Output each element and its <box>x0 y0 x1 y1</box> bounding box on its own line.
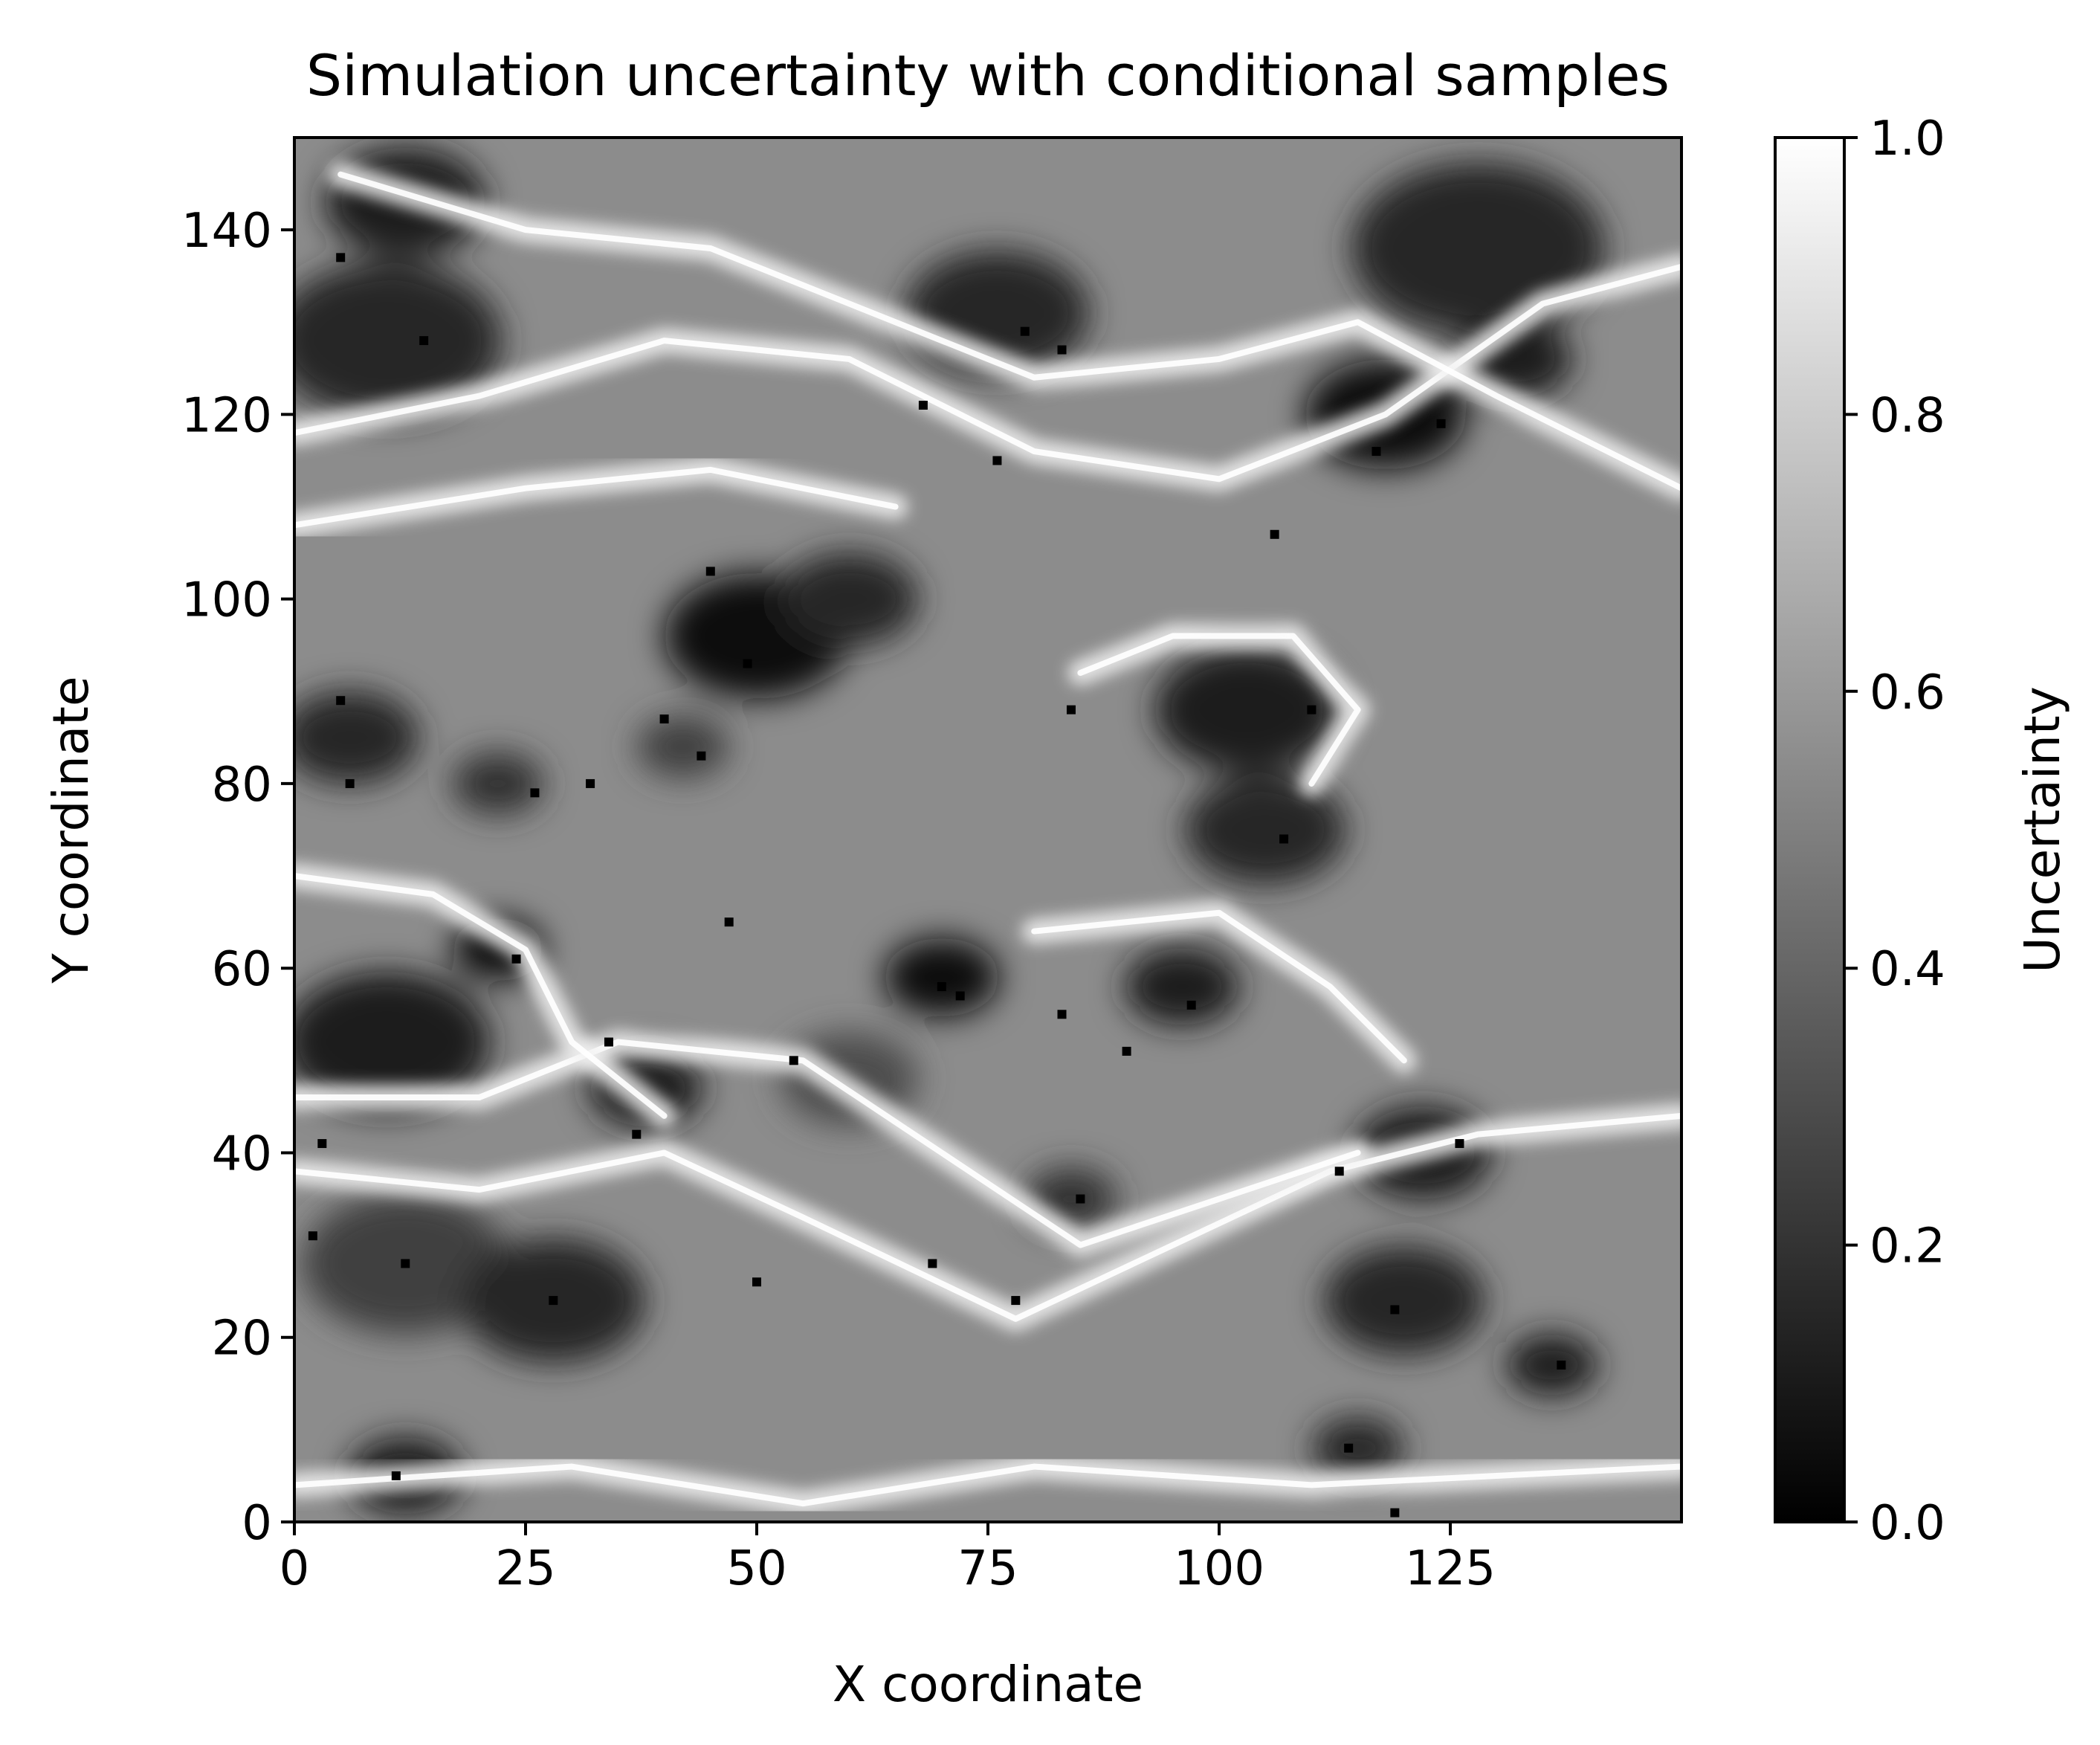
conditional-sample-point <box>1057 1010 1067 1019</box>
y-tick-label: 40 <box>212 1126 272 1181</box>
y-tick-label: 0 <box>242 1496 272 1551</box>
y-tick-label: 140 <box>181 204 272 259</box>
conditional-sample-point <box>511 954 521 964</box>
low-uncertainty-region <box>636 715 729 778</box>
conditional-sample-point <box>1122 1046 1131 1056</box>
x-tick-label: 0 <box>280 1541 310 1596</box>
colorbar <box>1774 136 1846 1523</box>
conditional-sample-point <box>743 659 752 668</box>
y-tick-label: 100 <box>181 573 272 628</box>
conditional-sample-point <box>1186 1000 1196 1010</box>
conditional-sample-point <box>530 788 540 798</box>
conditional-sample-point <box>1455 1139 1464 1149</box>
conditional-sample-point <box>1057 345 1067 355</box>
conditional-sample-point <box>391 1471 401 1480</box>
conditional-sample-point <box>632 1129 642 1139</box>
conditional-sample-point <box>928 1259 937 1268</box>
x-tick-label: 100 <box>1174 1541 1264 1596</box>
conditional-sample-point <box>1390 1508 1400 1517</box>
low-uncertainty-region <box>1505 1333 1599 1397</box>
x-axis-label: X coordinate <box>833 1656 1143 1713</box>
low-uncertainty-region <box>294 690 419 785</box>
conditional-sample-point <box>308 1231 317 1241</box>
colorbar-tick-label: 0.6 <box>1870 665 1945 720</box>
conditional-sample-point <box>789 1056 798 1065</box>
conditional-sample-point <box>1279 834 1289 844</box>
conditional-sample-markers <box>308 253 1566 1517</box>
conditional-sample-point <box>345 778 355 788</box>
conditional-sample-point <box>1066 705 1076 715</box>
colorbar-tick-label: 0.2 <box>1870 1219 1945 1274</box>
conditional-sample-point <box>1436 419 1446 428</box>
conditional-sample-point <box>955 991 965 1001</box>
low-uncertainty-region <box>451 752 544 816</box>
uncertainty-ridge <box>337 171 1681 491</box>
chart-title: Simulation uncertainty with conditional … <box>306 42 1670 109</box>
conditional-sample-point <box>705 567 715 576</box>
conditional-sample-point <box>549 1296 558 1306</box>
conditional-sample-point <box>1557 1360 1566 1370</box>
uncertainty-ridge <box>294 263 1681 483</box>
uncertainty-ridge <box>294 1039 1361 1248</box>
conditional-sample-point <box>1076 1194 1085 1204</box>
conditional-sample-point <box>1390 1305 1400 1315</box>
low-uncertainty-region <box>1154 647 1340 773</box>
x-tick-label: 50 <box>726 1541 786 1596</box>
x-axis-ticks: 0 25 50 75 100 125 <box>280 1522 1496 1596</box>
low-uncertainty-region <box>1124 947 1240 1026</box>
conditional-sample-point <box>1020 326 1030 336</box>
conditional-sample-point <box>1334 1167 1344 1176</box>
low-uncertainty-region <box>884 938 1000 1017</box>
conditional-sample-point <box>317 1139 327 1149</box>
y-axis-label: Y coordinate <box>42 676 100 984</box>
y-tick-label: 120 <box>181 388 272 443</box>
conditional-sample-point <box>1011 1296 1021 1306</box>
uncertainty-ridge <box>294 1463 1681 1507</box>
low-uncertainty-region <box>1311 1416 1404 1480</box>
x-tick-label: 25 <box>495 1541 555 1596</box>
uncertainty-ridge <box>1077 633 1361 787</box>
colorbar-tick-label: 1.0 <box>1870 112 1945 167</box>
x-tick-label: 125 <box>1405 1541 1496 1596</box>
colorbar-ticks: 0.0 0.2 0.4 0.6 0.8 1.0 <box>1844 112 1945 1551</box>
colorbar-tick-label: 0.0 <box>1870 1496 1945 1551</box>
conditional-sample-point <box>724 917 734 927</box>
low-uncertainty-region <box>294 262 503 419</box>
conditional-sample-point <box>401 1259 410 1268</box>
conditional-sample-point <box>336 696 346 706</box>
y-tick-label: 60 <box>212 942 272 997</box>
y-axis-ticks: 0 20 40 60 80 100 120 140 <box>181 204 294 1551</box>
low-uncertainty-region <box>780 552 919 647</box>
colorbar-label: Uncertainty <box>2014 686 2071 973</box>
conditional-sample-point <box>1344 1443 1354 1453</box>
uncertainty-ridge <box>294 873 668 1119</box>
colorbar-tick-label: 0.8 <box>1870 388 1945 443</box>
conditional-sample-point <box>752 1277 761 1287</box>
low-uncertainty-region <box>1184 774 1347 886</box>
high-uncertainty-ridges <box>294 161 1681 1517</box>
colorbar-tick-label: 0.4 <box>1870 942 1945 997</box>
uncertainty-ridge <box>294 1112 1681 1322</box>
conditional-sample-point <box>1270 529 1279 539</box>
conditional-sample-point <box>336 253 346 262</box>
conditional-sample-point <box>697 751 706 761</box>
conditional-sample-point <box>419 336 429 346</box>
conditional-sample-point <box>1307 705 1316 715</box>
conditional-sample-point <box>604 1037 613 1047</box>
y-tick-label: 80 <box>212 758 272 813</box>
plot-area <box>294 138 1681 1522</box>
conditional-sample-point <box>937 982 946 992</box>
conditional-sample-point <box>992 456 1002 465</box>
low-uncertainty-region <box>1322 1245 1485 1356</box>
conditional-sample-point <box>586 778 595 788</box>
x-tick-label: 75 <box>957 1541 1018 1596</box>
y-tick-label: 20 <box>212 1312 272 1367</box>
conditional-sample-point <box>918 400 928 410</box>
conditional-sample-point <box>659 715 669 724</box>
conditional-sample-point <box>1372 447 1381 457</box>
low-uncertainty-region <box>294 971 491 1113</box>
uncertainty-ridge <box>1031 909 1407 1064</box>
uncertainty-ridge <box>294 466 899 529</box>
